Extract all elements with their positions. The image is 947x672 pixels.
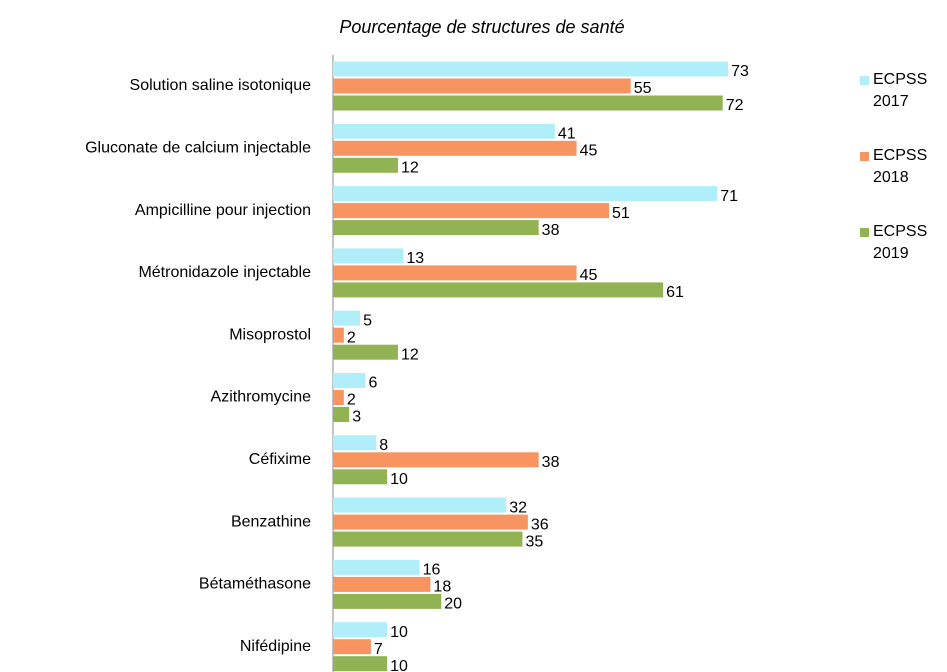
data-label: 18 [433, 579, 451, 596]
y-tick-label: Benzathine [231, 513, 311, 530]
bar [333, 469, 388, 485]
bar [333, 559, 420, 575]
data-label: 10 [390, 658, 408, 672]
data-label: 71 [720, 188, 738, 205]
y-tick-label: Gluconate de calcium injectable [85, 140, 311, 157]
bar [333, 576, 431, 592]
legend-swatch [860, 76, 869, 85]
bar [333, 514, 528, 530]
legend-swatch [860, 228, 869, 237]
y-tick-label: Ampicilline pour injection [135, 202, 311, 219]
bar [333, 220, 539, 236]
y-tick-label: Nifédipine [240, 638, 311, 655]
data-label: 73 [731, 63, 749, 80]
data-label: 2 [347, 392, 356, 409]
bar [333, 452, 539, 468]
data-label: 7 [374, 641, 383, 658]
bar [333, 435, 377, 451]
bar [333, 310, 361, 326]
y-tick-label: Solution saline isotonique [130, 77, 312, 94]
data-label: 36 [531, 516, 549, 533]
data-label: 8 [379, 437, 388, 454]
legend-swatch [860, 152, 869, 161]
data-label: 45 [580, 143, 598, 160]
data-label: 45 [580, 267, 598, 284]
bar [333, 282, 664, 298]
data-label: 13 [406, 250, 424, 267]
bar [333, 186, 718, 202]
bar [333, 656, 388, 672]
data-label: 35 [525, 533, 543, 550]
y-tick-label: Bétaméthasone [199, 576, 311, 593]
y-tick-label: Métronidazole injectable [138, 264, 311, 281]
data-label: 6 [368, 375, 377, 392]
bar [333, 248, 404, 264]
data-label: 38 [542, 222, 560, 239]
data-label: 51 [612, 205, 630, 222]
data-label: 38 [542, 454, 560, 471]
bar [333, 265, 577, 281]
bar [333, 373, 366, 388]
bar [333, 531, 523, 547]
data-label: 41 [558, 126, 576, 143]
chart-title: Pourcentage de structures de santé [339, 17, 624, 37]
bar [333, 61, 729, 77]
data-label: 20 [444, 596, 462, 613]
data-label: 32 [509, 499, 527, 516]
data-label: 5 [363, 312, 372, 329]
y-tick-label: Céfixime [249, 451, 311, 468]
bar [333, 95, 723, 111]
data-label: 10 [390, 471, 408, 488]
bar [333, 203, 610, 219]
legend-label: ECPSS 2018 [873, 147, 928, 186]
data-label: 10 [390, 624, 408, 641]
bar [333, 497, 507, 513]
data-label: 55 [634, 80, 652, 97]
bar [333, 593, 442, 609]
legend-label: ECPSS 2019 [873, 223, 928, 262]
bar [333, 344, 398, 360]
data-label: 12 [401, 346, 419, 363]
bar [333, 407, 350, 422]
data-label: 12 [401, 160, 419, 177]
data-label: 61 [666, 284, 684, 301]
data-label: 72 [726, 97, 744, 114]
bar [333, 78, 631, 94]
bar [333, 622, 388, 638]
bar [333, 390, 344, 405]
bar [333, 327, 344, 343]
bar [333, 157, 398, 173]
bar [333, 639, 371, 655]
data-label: 3 [352, 409, 361, 426]
data-label: 16 [423, 562, 441, 579]
y-tick-label: Azithromycine [211, 389, 312, 406]
y-tick-label: Misoprostol [229, 326, 311, 343]
bar [333, 140, 577, 156]
bar [333, 123, 555, 139]
legend-label: ECPSS 2017 [873, 71, 928, 110]
data-label: 2 [347, 329, 356, 346]
